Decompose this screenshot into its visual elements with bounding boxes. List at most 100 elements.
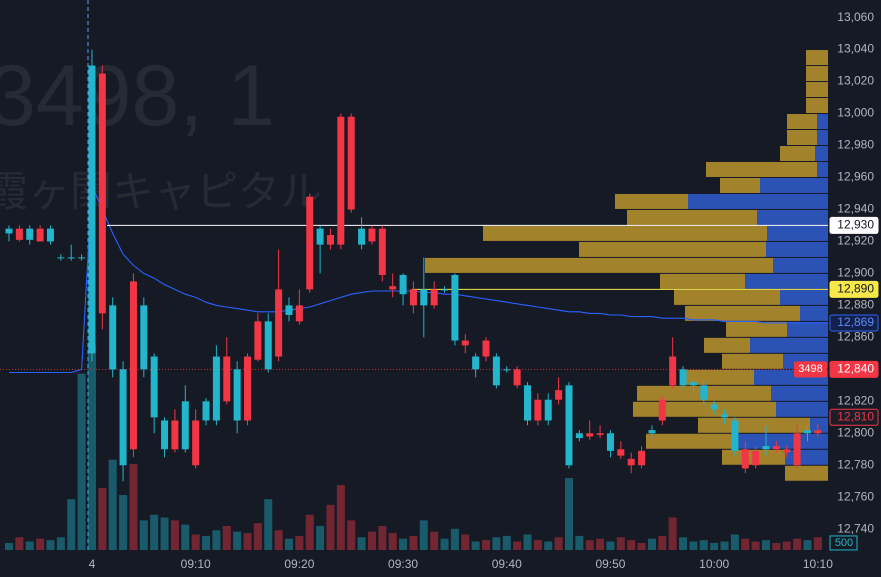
volume-layer	[5, 344, 822, 550]
volume-bar	[419, 520, 428, 550]
profile-buy	[787, 130, 817, 145]
volume-bar	[482, 540, 491, 550]
candle-body	[46, 228, 54, 242]
candle-body	[772, 446, 780, 450]
x-tick-label: 09:30	[388, 557, 418, 571]
y-tick-label: 12,800	[837, 425, 874, 439]
volume-bar	[793, 538, 802, 550]
x-tick-label: 09:10	[181, 557, 211, 571]
x-tick-label: 09:20	[284, 557, 314, 571]
y-tick-label: 12,820	[837, 393, 874, 407]
candle-body	[57, 257, 65, 259]
candle-body	[803, 430, 811, 434]
volume-bar	[67, 499, 76, 550]
volume-bar	[150, 514, 159, 550]
candle-body	[389, 286, 397, 290]
profile-sell	[760, 177, 828, 193]
volume-tick-label: 500	[835, 537, 853, 549]
volume-bar	[720, 541, 729, 550]
candle-body	[430, 289, 438, 306]
symbol-tag: 3498	[798, 363, 822, 375]
x-tick-label: 09:40	[492, 557, 522, 571]
profile-sell	[771, 385, 828, 401]
profile-buy	[806, 66, 828, 82]
volume-bar	[813, 537, 822, 550]
volume-bar	[762, 540, 771, 550]
profile-sell	[810, 417, 828, 433]
profile-buy	[579, 241, 766, 257]
y-tick-label: 13,040	[837, 42, 874, 56]
candle-body	[710, 404, 718, 410]
volume-bar	[5, 542, 13, 550]
profile-buy	[780, 145, 815, 161]
candle-body	[15, 228, 23, 240]
volume-bar	[637, 542, 646, 550]
profile-buy	[722, 353, 783, 369]
volume-bar	[264, 499, 273, 550]
candle-body	[244, 356, 252, 421]
candle-body	[814, 430, 822, 434]
volume-bar	[108, 459, 117, 550]
volume-bar	[139, 520, 148, 550]
profile-buy	[706, 161, 817, 177]
profile-buy	[483, 225, 767, 241]
candle-body	[658, 399, 666, 421]
volume-bar	[523, 534, 532, 550]
y-tick-label: 13,060	[837, 10, 874, 24]
candle-body	[534, 399, 542, 421]
y-tick-label: 12,760	[837, 489, 874, 503]
candle-body	[669, 356, 677, 386]
volume-bar	[202, 535, 211, 550]
candle-body	[129, 281, 137, 450]
candle-body	[793, 433, 801, 466]
volume-bar	[585, 540, 594, 550]
volume-bar	[129, 463, 138, 550]
candle-body	[5, 228, 13, 234]
candle-body	[420, 289, 428, 306]
candle-body	[295, 305, 303, 322]
candle-body	[451, 275, 459, 341]
y-tick-label: 12,780	[837, 457, 874, 471]
candle-body	[575, 433, 583, 439]
profile-buy	[674, 289, 780, 305]
profile-sell	[766, 241, 828, 257]
candle-body	[586, 433, 594, 437]
volume-bar	[399, 538, 408, 550]
volume-bar	[181, 524, 190, 550]
profile-sell	[745, 273, 828, 289]
profile-buy	[726, 321, 787, 337]
profile-buy	[627, 209, 757, 225]
volume-bar	[461, 534, 470, 550]
volume-bar	[730, 534, 739, 550]
price-label-box	[829, 360, 879, 378]
volume-bar	[450, 528, 459, 550]
candle-body	[202, 401, 210, 421]
volume-bar	[347, 520, 356, 550]
price-label: 12,869	[837, 315, 874, 329]
candle-body	[689, 382, 697, 386]
profile-buy	[660, 273, 745, 289]
profile-layer	[425, 50, 828, 481]
volume-bar	[253, 523, 262, 550]
profile-buy	[646, 433, 735, 449]
volume-bar	[564, 478, 573, 550]
volume-bar	[87, 344, 96, 550]
candle-body	[140, 305, 148, 370]
volume-bar	[513, 541, 522, 550]
candle-body	[337, 116, 345, 245]
price-label-box	[829, 314, 879, 332]
profile-sell	[800, 305, 828, 321]
profile-sell	[817, 130, 828, 145]
candle-body	[264, 321, 272, 370]
volume-bar	[772, 542, 781, 550]
volume-bar	[170, 520, 179, 550]
volume-bar	[233, 531, 242, 550]
profile-sell	[817, 161, 828, 177]
volume-bar	[544, 541, 553, 550]
profile-buy	[698, 417, 810, 433]
candle-body	[638, 450, 646, 466]
volume-bar	[56, 537, 65, 550]
volume-bar	[679, 537, 688, 550]
candle-body	[679, 369, 687, 386]
